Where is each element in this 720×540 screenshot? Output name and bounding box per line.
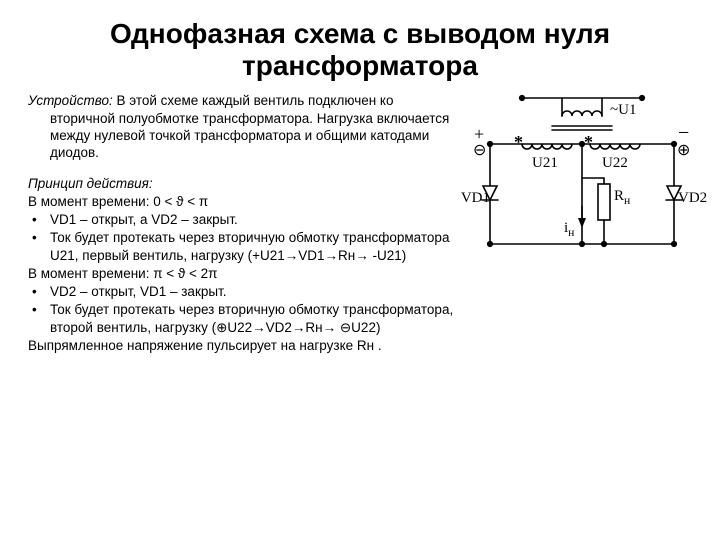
label-ih: iн	[564, 220, 574, 239]
principle-tail: Выпрямленное напряжение пульсирует на на…	[28, 337, 454, 354]
moment2-line: В момент времени: π < ϑ < 2π	[28, 265, 454, 282]
label-circle-plus: ⊕	[677, 140, 690, 160]
label-u22: U22	[602, 155, 628, 172]
label-u21: U21	[532, 155, 558, 172]
list-item: VD1 – открыт, а VD2 – закрыт.	[28, 211, 454, 228]
list-item: Ток будет протекать через вторичную обмо…	[28, 229, 454, 264]
label-star-mid: *	[584, 132, 593, 153]
circuit-svg	[462, 86, 702, 306]
label-rh: Rн	[614, 188, 630, 207]
list-item: Ток будет протекать через вторичную обмо…	[28, 301, 454, 336]
principle-heading: Принцип действия:	[28, 175, 454, 192]
label-u1: ~U1	[610, 102, 636, 119]
text-column: Устройство: В этой схеме каждый вентиль …	[28, 92, 462, 354]
content-row: Устройство: В этой схеме каждый вентиль …	[0, 92, 720, 354]
bullets-2: VD2 – открыт, VD1 – закрыт. Ток будет пр…	[28, 283, 454, 336]
device-para: Устройство: В этой схеме каждый вентиль …	[28, 92, 454, 161]
label-vd2: VD2	[678, 190, 707, 207]
label-star-left: *	[514, 132, 523, 153]
circuit-panel: ~U1 + ⊖ − ⊕ U21 U22 * * VD1 VD2 Rн iн	[462, 92, 702, 312]
label-vd1: VD1	[456, 190, 490, 207]
page-title: Однофазная схема с выводом нуля трансфор…	[0, 0, 720, 92]
principle-block: Принцип действия: В момент времени: 0 < …	[28, 175, 454, 354]
moment1-line: В момент времени: 0 < ϑ < π	[28, 193, 454, 210]
device-block: Устройство: В этой схеме каждый вентиль …	[28, 92, 454, 161]
bullets-1: VD1 – открыт, а VD2 – закрыт. Ток будет …	[28, 211, 454, 264]
label-circle-minus: ⊖	[473, 140, 486, 160]
list-item: VD2 – открыт, VD1 – закрыт.	[28, 283, 454, 300]
